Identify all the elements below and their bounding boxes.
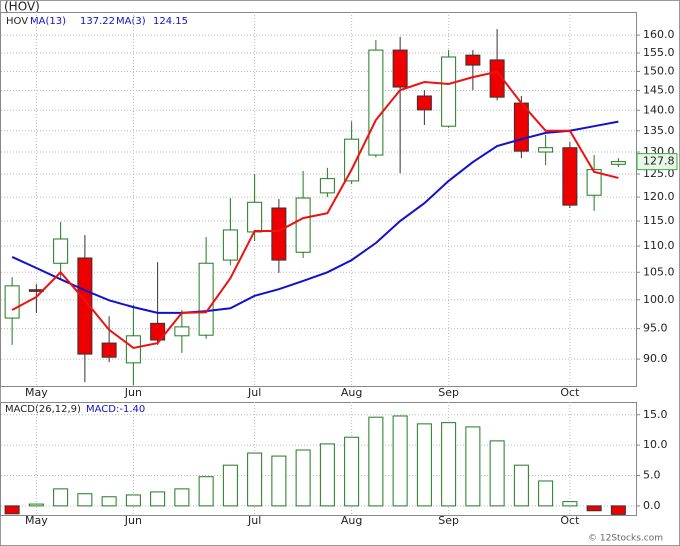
legend-ma3-value: 124.15 <box>153 16 188 27</box>
candle-body <box>222 229 238 261</box>
macd-bar <box>174 488 190 507</box>
candle-body <box>489 59 505 98</box>
candle-body <box>295 197 311 253</box>
candle-body <box>271 207 287 261</box>
candle-body <box>538 147 554 153</box>
ma-line <box>11 120 619 314</box>
y-tick-label: 110.0 <box>643 239 675 252</box>
y-tick-label: 5.0 <box>643 469 661 482</box>
x-tick-label: Oct <box>560 514 580 527</box>
macd-bar <box>295 449 311 507</box>
y-tick-label: 155.0 <box>643 46 675 59</box>
y-tick-label: 15.0 <box>643 408 668 421</box>
x-tick-label: May <box>25 514 48 527</box>
legend-symbol: HOV <box>6 16 28 27</box>
candle-body <box>53 238 69 264</box>
ma-line <box>11 70 619 350</box>
candle-body <box>4 285 20 319</box>
y-tick-label: 135.0 <box>643 124 675 137</box>
macd-bar <box>562 501 578 507</box>
y-tick-label: 160.0 <box>643 28 675 41</box>
candle-body <box>247 201 263 233</box>
x-tick-label: Aug <box>341 514 362 527</box>
macd-bar <box>222 464 238 507</box>
macd-bar <box>538 480 554 507</box>
macd-bar <box>198 476 214 507</box>
candle-body <box>562 147 578 206</box>
x-tick-label: Aug <box>341 386 362 399</box>
macd-bar <box>465 426 481 507</box>
macd-bar <box>271 455 287 507</box>
macd-bar <box>586 505 602 512</box>
y-tick-label: 120.0 <box>643 190 675 203</box>
macd-bar <box>247 452 263 507</box>
candle-body <box>344 138 360 182</box>
price-panel <box>0 12 637 387</box>
x-tick-label: Jul <box>247 386 261 399</box>
candle-body <box>77 257 93 355</box>
macd-bar <box>368 416 384 507</box>
macd-bar <box>416 423 432 507</box>
candle-body <box>174 326 190 337</box>
x-tick-label: May <box>25 386 48 399</box>
macd-bar <box>125 494 141 507</box>
candle-body <box>441 56 457 127</box>
x-tick-label: Jul <box>247 514 261 527</box>
macd-bar <box>513 464 529 507</box>
candle-body <box>125 335 141 364</box>
candle-body <box>610 161 626 165</box>
macd-bar <box>28 503 44 507</box>
candle-body <box>319 178 335 194</box>
y-tick-label: 90.0 <box>643 352 668 365</box>
last-price-box <box>636 153 678 171</box>
y-tick-label: 145.0 <box>643 84 675 97</box>
y-tick-label: 115.0 <box>643 214 675 227</box>
macd-bar <box>4 505 20 515</box>
macd-bar <box>101 496 117 507</box>
x-tick-label: Jun <box>124 514 142 527</box>
legend-ma13: MA(13) <box>30 16 66 27</box>
y-tick-label: 0.0 <box>643 499 661 512</box>
macd-bar <box>344 436 360 507</box>
x-tick-label: Jun <box>124 386 142 399</box>
y-tick-label: 125.0 <box>643 167 675 180</box>
x-tick-label: Sep <box>438 514 459 527</box>
macd-panel <box>0 402 637 516</box>
y-tick-label: 105.0 <box>643 265 675 278</box>
macd-bar <box>53 488 69 507</box>
chart-title: (HOV) <box>4 0 40 14</box>
macd-bar <box>392 415 408 507</box>
macd-bar <box>610 505 626 515</box>
x-tick-label: Sep <box>438 386 459 399</box>
y-tick-label: 95.0 <box>643 322 668 335</box>
legend-ma3: MA(3) <box>116 16 146 27</box>
macd-bar <box>77 493 93 507</box>
macd-bar <box>489 440 505 507</box>
candle-body <box>465 54 481 66</box>
x-tick-label: Oct <box>560 386 580 399</box>
candle-body <box>368 49 384 156</box>
macd-bar <box>441 422 457 507</box>
y-tick-label: 100.0 <box>643 293 675 306</box>
legend-ma13-value: 137.22 <box>80 16 115 27</box>
candle-body <box>101 342 117 358</box>
y-tick-label: 10.0 <box>643 438 668 451</box>
candle-body <box>416 95 432 111</box>
y-tick-label: 150.0 <box>643 64 675 77</box>
candle-body <box>150 322 166 341</box>
last-price-label: 127.8 <box>643 155 675 168</box>
macd-bar <box>150 491 166 507</box>
macd-legend: MACD(26,12,9) <box>5 404 81 415</box>
macd-bar <box>319 443 335 507</box>
watermark: © 12Stocks.com <box>588 534 663 544</box>
candle-body <box>586 169 602 196</box>
candle-body <box>198 262 214 336</box>
candle-body <box>513 102 529 152</box>
candle-body <box>392 49 408 88</box>
y-tick-label: 140.0 <box>643 103 675 116</box>
macd-legend-value: MACD:-1.40 <box>86 404 145 415</box>
